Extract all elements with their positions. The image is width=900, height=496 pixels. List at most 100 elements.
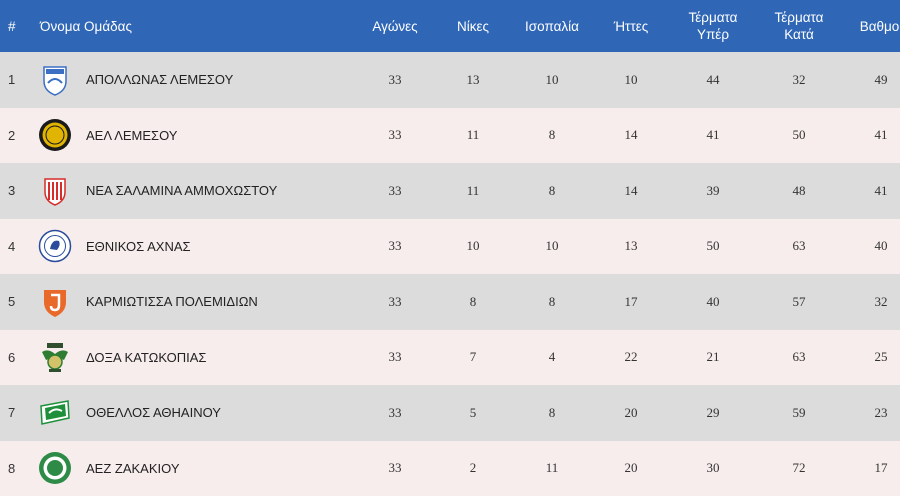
doxa-crest-icon — [38, 340, 72, 374]
position-cell: 3 — [0, 163, 36, 219]
goals-for-cell: 30 — [670, 441, 756, 496]
goals-for-cell: 21 — [670, 330, 756, 386]
team-name-link[interactable]: ΝΕΑ ΣΑΛΑΜΙΝΑ ΑΜΜΟΧΩΣΤΟΥ — [86, 183, 277, 198]
played-cell: 33 — [356, 52, 434, 108]
team-name-link[interactable]: ΑΕΖ ΖΑΚΑΚΙΟΥ — [86, 461, 180, 476]
draws-cell: 8 — [512, 163, 592, 219]
losses-cell: 22 — [592, 330, 670, 386]
draws-cell: 10 — [512, 219, 592, 275]
team-name-link[interactable]: ΟΘΕΛΛΟΣ ΑΘΗΑΙΝΟΥ — [86, 405, 221, 420]
goals-against-cell: 59 — [756, 385, 842, 441]
team-cell: ΔΟΞΑ ΚΑΤΩΚΟΠΙΑΣ — [36, 330, 356, 386]
played-cell: 33 — [356, 108, 434, 164]
points-cell: 23 — [842, 385, 900, 441]
goals-against-cell: 72 — [756, 441, 842, 496]
played-cell: 33 — [356, 441, 434, 496]
wins-cell: 11 — [434, 108, 512, 164]
header-goals-against: Τέρματα Κατά — [756, 0, 842, 52]
wins-cell: 10 — [434, 219, 512, 275]
draws-cell: 8 — [512, 385, 592, 441]
draws-cell: 11 — [512, 441, 592, 496]
apollon-crest-icon — [38, 63, 72, 97]
header-goals-for: Τέρματα Υπέρ — [670, 0, 756, 52]
header-row: # Όνομα Ομάδας Αγώνες Νίκες Ισοπαλία Ήττ… — [0, 0, 900, 52]
wins-cell: 5 — [434, 385, 512, 441]
goals-against-cell: 57 — [756, 274, 842, 330]
losses-cell: 14 — [592, 108, 670, 164]
goals-for-cell: 50 — [670, 219, 756, 275]
header-team: Όνομα Ομάδας — [36, 0, 356, 52]
draws-cell: 8 — [512, 274, 592, 330]
ethnikos-crest-icon — [38, 229, 72, 263]
team-name-link[interactable]: ΑΠΟΛΛΩΝΑΣ ΛΕΜΕΣΟΥ — [86, 72, 233, 87]
points-cell: 41 — [842, 163, 900, 219]
goals-for-cell: 29 — [670, 385, 756, 441]
losses-cell: 17 — [592, 274, 670, 330]
draws-cell: 4 — [512, 330, 592, 386]
draws-cell: 8 — [512, 108, 592, 164]
goals-against-cell: 48 — [756, 163, 842, 219]
header-goals-against-line2: Κατά — [784, 27, 814, 42]
played-cell: 33 — [356, 274, 434, 330]
losses-cell: 20 — [592, 441, 670, 496]
wins-cell: 7 — [434, 330, 512, 386]
header-goals-against-line1: Τέρματα — [775, 10, 824, 25]
position-cell: 1 — [0, 52, 36, 108]
wins-cell: 11 — [434, 163, 512, 219]
wins-cell: 8 — [434, 274, 512, 330]
played-cell: 33 — [356, 330, 434, 386]
position-cell: 4 — [0, 219, 36, 275]
points-cell: 32 — [842, 274, 900, 330]
header-losses: Ήττες — [592, 0, 670, 52]
header-goals-for-line2: Υπέρ — [697, 27, 729, 42]
aez-crest-icon — [38, 451, 72, 485]
ael-crest-icon — [38, 118, 72, 152]
karmiotissa-crest-icon — [38, 285, 72, 319]
team-cell: ΚΑΡΜΙΩΤΙΣΣΑ ΠΟΛΕΜΙΔΙΩΝ — [36, 274, 356, 330]
goals-against-cell: 63 — [756, 330, 842, 386]
losses-cell: 20 — [592, 385, 670, 441]
team-name-link[interactable]: ΕΘΝΙΚΟΣ ΑΧΝΑΣ — [86, 239, 191, 254]
team-cell: ΑΠΟΛΛΩΝΑΣ ΛΕΜΕΣΟΥ — [36, 52, 356, 108]
points-cell: 49 — [842, 52, 900, 108]
played-cell: 33 — [356, 385, 434, 441]
team-cell: ΝΕΑ ΣΑΛΑΜΙΝΑ ΑΜΜΟΧΩΣΤΟΥ — [36, 163, 356, 219]
points-cell: 17 — [842, 441, 900, 496]
goals-for-cell: 41 — [670, 108, 756, 164]
goals-against-cell: 50 — [756, 108, 842, 164]
header-points: Βαθμοί — [842, 0, 900, 52]
losses-cell: 13 — [592, 219, 670, 275]
team-cell: ΕΘΝΙΚΟΣ ΑΧΝΑΣ — [36, 219, 356, 275]
team-name-link[interactable]: ΚΑΡΜΙΩΤΙΣΣΑ ΠΟΛΕΜΙΔΙΩΝ — [86, 294, 258, 309]
losses-cell: 14 — [592, 163, 670, 219]
goals-for-cell: 39 — [670, 163, 756, 219]
team-name-link[interactable]: ΑΕΛ ΛΕΜΕΣΟΥ — [86, 128, 177, 143]
header-goals-for-line1: Τέρματα — [689, 10, 738, 25]
points-cell: 40 — [842, 219, 900, 275]
losses-cell: 10 — [592, 52, 670, 108]
header-draws: Ισοπαλία — [512, 0, 592, 52]
wins-cell: 2 — [434, 441, 512, 496]
team-name-link[interactable]: ΔΟΞΑ ΚΑΤΩΚΟΠΙΑΣ — [86, 350, 206, 365]
goals-for-cell: 40 — [670, 274, 756, 330]
position-cell: 2 — [0, 108, 36, 164]
position-cell: 5 — [0, 274, 36, 330]
goals-against-cell: 32 — [756, 52, 842, 108]
header-played: Αγώνες — [356, 0, 434, 52]
wins-cell: 13 — [434, 52, 512, 108]
team-cell: ΑΕΖ ΖΑΚΑΚΙΟΥ — [36, 441, 356, 496]
position-cell: 6 — [0, 330, 36, 386]
draws-cell: 10 — [512, 52, 592, 108]
goals-against-cell: 63 — [756, 219, 842, 275]
points-cell: 41 — [842, 108, 900, 164]
team-cell: ΟΘΕΛΛΟΣ ΑΘΗΑΙΝΟΥ — [36, 385, 356, 441]
